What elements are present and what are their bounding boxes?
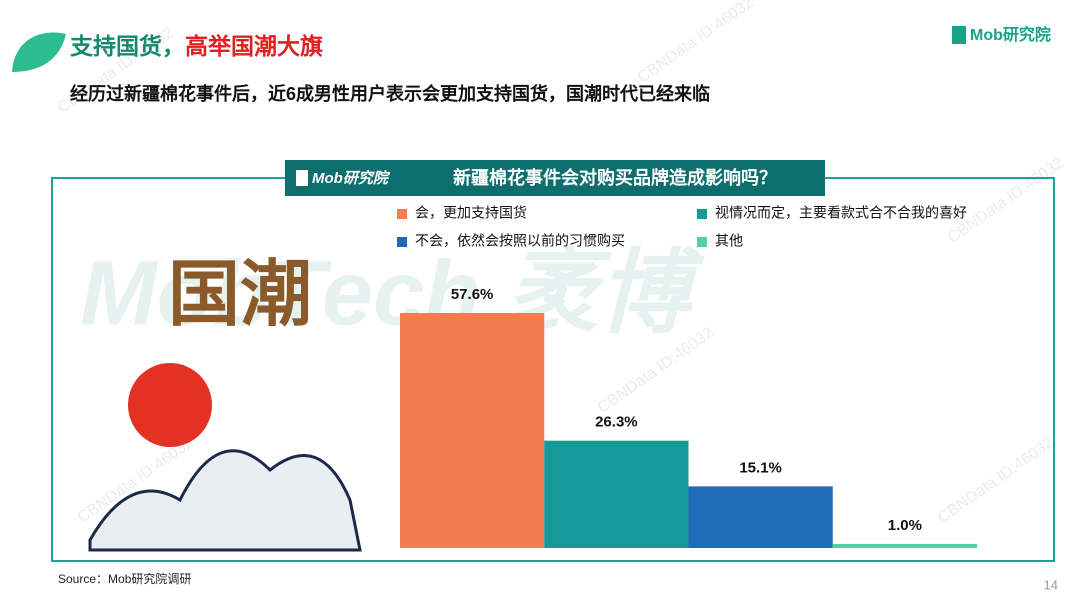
value-label: 26.3%: [595, 414, 638, 431]
title-part: 高举国潮大旗: [185, 33, 323, 59]
logo-icon: [952, 26, 966, 44]
subtitle: 经历过新疆棉花事件后，近6成男性用户表示会更加支持国货，国潮时代已经来临: [70, 83, 710, 104]
source: Source：Mob研究院调研: [58, 571, 191, 586]
sun: [128, 363, 212, 447]
bar: [400, 313, 545, 548]
legend-label: 会，更加支持国货: [415, 205, 527, 221]
bar: [832, 543, 977, 548]
value-label: 15.1%: [739, 459, 782, 476]
bar: [544, 440, 689, 548]
legend-swatch: [697, 209, 707, 219]
legend-label: 其他: [715, 233, 743, 249]
slide-title: 支持国货，高举国潮大旗: [69, 33, 323, 59]
watermark-id: CBNData ID:46032: [935, 434, 1057, 527]
banner-logo-icon: [296, 170, 308, 186]
leaf-icon: [12, 32, 66, 72]
logo: Mob研究院: [970, 25, 1051, 44]
illustration-text: 国潮: [168, 255, 312, 335]
banner-logo: Mob研究院: [312, 169, 391, 187]
watermark: MobTech 袤博: [80, 242, 705, 344]
chart-title-banner: [285, 160, 825, 196]
legend-label: 视情况而定，主要看款式合不合我的喜好: [715, 205, 967, 221]
watermark-id: CBNData ID:46032: [635, 0, 757, 87]
bar: [688, 486, 833, 548]
title-part: 支持国货，: [69, 33, 185, 59]
legend-swatch: [697, 237, 707, 247]
legend-swatch: [397, 209, 407, 219]
legend-label: 不会，依然会按照以前的习惯购买: [415, 233, 625, 249]
chart-title: 新疆棉花事件会对购买品牌造成影响吗？: [453, 167, 777, 188]
waves: [88, 449, 362, 552]
page-number: 14: [1044, 577, 1058, 592]
value-label: 1.0%: [888, 517, 922, 534]
legend-swatch: [397, 237, 407, 247]
watermark-id: CBNData ID:46032: [945, 154, 1067, 247]
value-label: 57.6%: [451, 286, 494, 303]
